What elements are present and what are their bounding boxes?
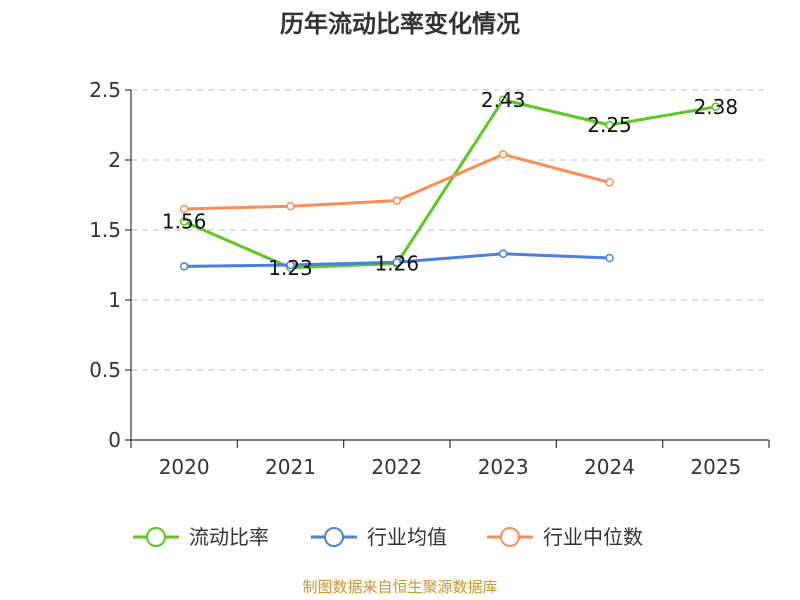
data-point — [498, 95, 508, 105]
legend-marker — [324, 527, 344, 547]
data-point — [286, 201, 295, 211]
y-tick-label: 2.5 — [89, 78, 121, 102]
data-label: 2.25 — [587, 113, 632, 137]
data-point — [605, 120, 614, 130]
legend-item-2[interactable]: 行业均值 — [311, 525, 447, 549]
data-point — [392, 196, 402, 205]
data-labels: 1.56 1.23 1.26 2.43 2.25 2.38 — [162, 88, 738, 280]
data-label: 1.56 — [162, 210, 207, 234]
x-tick-label: 2023 — [478, 455, 529, 479]
data-point — [711, 102, 721, 112]
y-tick-label: 2 — [108, 148, 121, 172]
data-point — [605, 253, 614, 263]
data-label: 1.26 — [375, 252, 420, 276]
legend-item-3[interactable]: 行业中位数 — [487, 525, 643, 549]
chart-title: 历年流动比率变化情况 — [280, 10, 520, 38]
data-point — [498, 150, 508, 159]
data-label: 2.43 — [481, 88, 526, 112]
x-tick-label: 2025 — [690, 455, 741, 479]
legend: 流动比率 行业均值 行业中位数 — [133, 525, 643, 549]
grid-lines — [131, 89, 769, 371]
data-point — [498, 249, 508, 259]
data-point — [179, 262, 189, 271]
series-line-1 — [183, 98, 717, 270]
data-label: 2.38 — [694, 95, 739, 119]
y-tick-label: 1 — [108, 288, 121, 312]
data-point — [286, 260, 295, 270]
data-label: 1.23 — [268, 256, 313, 280]
source-note: 制图数据来自恒生聚源数据库 — [302, 578, 497, 596]
axes: 0 0.5 1 1.5 2 2.5 2020 2021 2022 2023 2024 2025 — [89, 78, 770, 479]
y-tick-label: 0 — [108, 428, 121, 452]
legend-label: 流动比率 — [189, 525, 269, 549]
data-point — [179, 217, 189, 226]
legend-label: 行业均值 — [367, 525, 447, 549]
data-point — [605, 178, 614, 187]
legend-item-1[interactable]: 流动比率 — [133, 525, 269, 549]
y-tick-label: 0.5 — [89, 358, 121, 382]
x-tick-label: 2024 — [584, 455, 635, 479]
legend-marker — [500, 527, 520, 547]
y-tick-label: 1.5 — [89, 218, 121, 242]
x-tick-label: 2021 — [265, 455, 316, 479]
series-group — [179, 95, 721, 273]
data-point — [179, 204, 189, 214]
x-tick-label: 2022 — [371, 455, 422, 479]
legend-marker — [146, 527, 166, 547]
legend-label: 行业中位数 — [543, 525, 643, 549]
data-point — [392, 257, 402, 267]
x-tick-label: 2020 — [159, 455, 210, 479]
